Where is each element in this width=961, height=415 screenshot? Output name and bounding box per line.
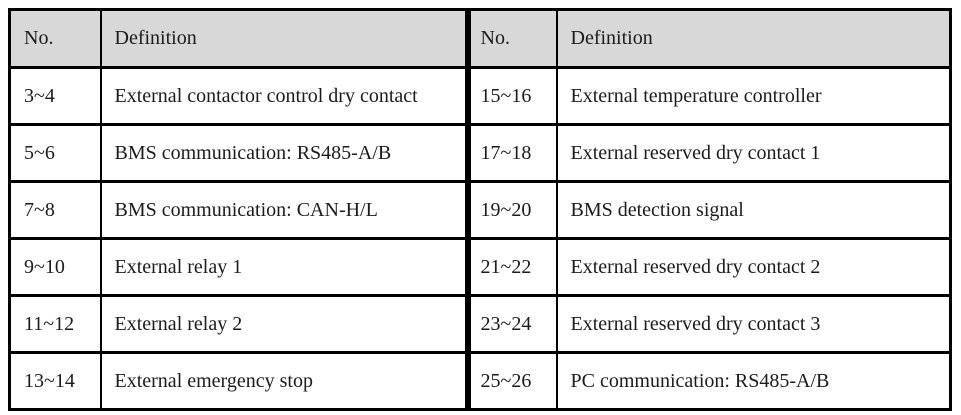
header-definition-left: Definition [99, 8, 469, 69]
cell-no: 11~12 [8, 294, 102, 354]
header-definition-right: Definition [555, 8, 952, 69]
table-row: 11~12 External relay 2 23~24 External re… [8, 294, 952, 354]
cell-no: 7~8 [8, 180, 102, 240]
terminal-definition-table: No. Definition No. Definition 3~4 Extern… [8, 8, 952, 411]
cell-definition: External emergency stop [99, 351, 469, 411]
cell-definition: External reserved dry contact 2 [555, 237, 952, 297]
cell-definition: BMS communication: CAN-H/L [99, 180, 469, 240]
header-no-right: No. [464, 8, 558, 69]
cell-no: 15~16 [464, 66, 558, 126]
cell-no: 5~6 [8, 123, 102, 183]
table-header-row: No. Definition No. Definition [8, 8, 952, 69]
cell-definition: BMS detection signal [555, 180, 952, 240]
cell-no: 13~14 [8, 351, 102, 411]
cell-no: 9~10 [8, 237, 102, 297]
cell-definition: External contactor control dry contact [99, 66, 469, 126]
cell-definition: External reserved dry contact 3 [555, 294, 952, 354]
header-no-left: No. [8, 8, 102, 69]
table-row: 7~8 BMS communication: CAN-H/L 19~20 BMS… [8, 180, 952, 240]
cell-definition: External temperature controller [555, 66, 952, 126]
cell-no: 19~20 [464, 180, 558, 240]
cell-no: 17~18 [464, 123, 558, 183]
table-row: 9~10 External relay 1 21~22 External res… [8, 237, 952, 297]
cell-no: 21~22 [464, 237, 558, 297]
cell-definition: PC communication: RS485-A/B [555, 351, 952, 411]
cell-definition: External relay 2 [99, 294, 469, 354]
cell-definition: BMS communication: RS485-A/B [99, 123, 469, 183]
table-row: 5~6 BMS communication: RS485-A/B 17~18 E… [8, 123, 952, 183]
cell-no: 23~24 [464, 294, 558, 354]
cell-no: 25~26 [464, 351, 558, 411]
cell-definition: External relay 1 [99, 237, 469, 297]
table-row: 13~14 External emergency stop 25~26 PC c… [8, 351, 952, 411]
table-row: 3~4 External contactor control dry conta… [8, 66, 952, 126]
cell-no: 3~4 [8, 66, 102, 126]
cell-definition: External reserved dry contact 1 [555, 123, 952, 183]
